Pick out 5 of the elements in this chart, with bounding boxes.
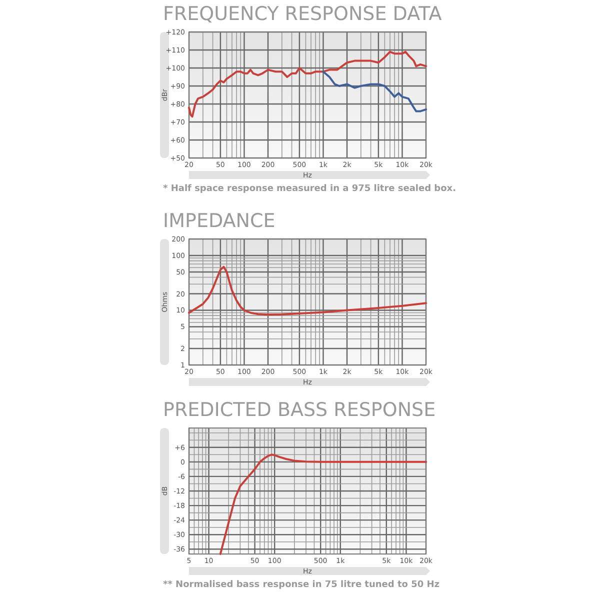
chart-title: PREDICTED BASS RESPONSE <box>163 399 436 421</box>
text: * Half space response measured in a 975 litre sealed box. <box>163 184 456 194</box>
text: ** Normalised bass response in 75 litre tuned to 50 Hz <box>163 580 440 590</box>
chart-title: IMPEDANCE <box>163 210 276 232</box>
chart-title: FREQUENCY RESPONSE DATA <box>163 3 442 25</box>
